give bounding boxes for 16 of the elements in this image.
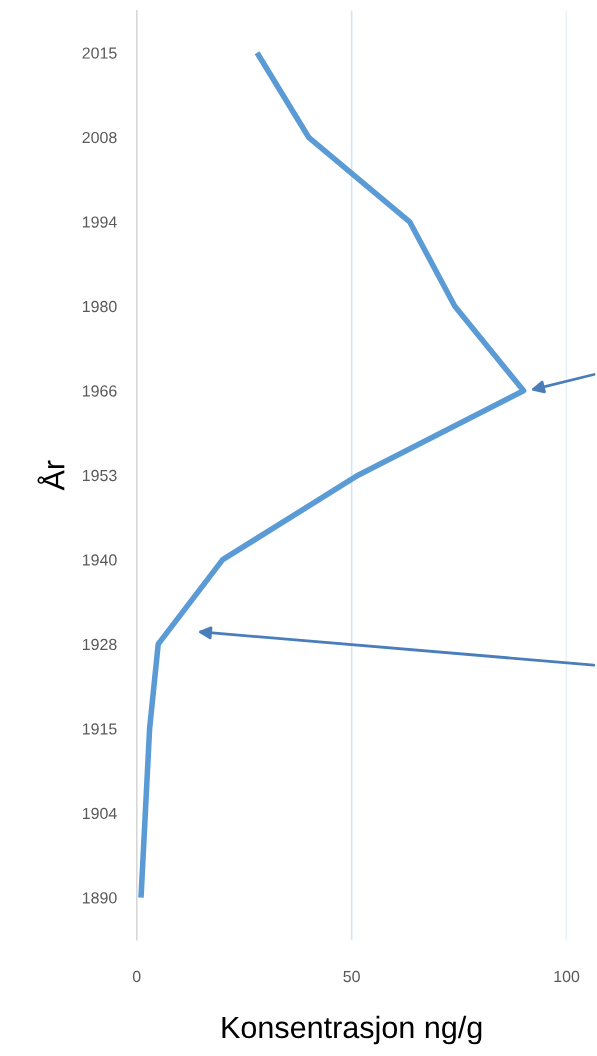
x-tick-label: 50 <box>343 970 360 983</box>
y-tick-label: 2015 <box>82 47 117 59</box>
y-tick-label: 1890 <box>82 892 117 904</box>
y-axis-title: År <box>37 460 65 491</box>
y-tick-label: 1940 <box>82 554 117 566</box>
x-axis-title: Konsentrasjon ng/g <box>222 1015 482 1045</box>
y-tick-label: 1928 <box>82 638 117 651</box>
y-tick-label: 1904 <box>82 807 117 820</box>
y-tick-label: 2008 <box>82 131 117 144</box>
y-tick-label: 1915 <box>82 723 117 735</box>
y-tick-label: 1980 <box>82 300 117 313</box>
x-tick-label: 100 <box>554 970 580 983</box>
y-tick-label: 1994 <box>82 216 117 228</box>
x-tick-label: 0 <box>132 970 141 983</box>
y-tick-label: 1953 <box>82 469 117 482</box>
y-tick-label: 1966 <box>82 385 117 397</box>
